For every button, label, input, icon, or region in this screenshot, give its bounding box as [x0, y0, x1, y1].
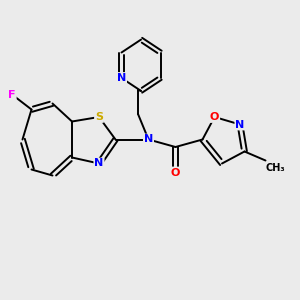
Text: O: O [171, 167, 180, 178]
Text: F: F [8, 89, 16, 100]
Text: S: S [95, 112, 103, 122]
Text: CH₃: CH₃ [266, 163, 285, 173]
Text: N: N [94, 158, 103, 169]
Text: N: N [236, 119, 244, 130]
Text: N: N [144, 134, 153, 145]
Text: N: N [117, 73, 126, 83]
Text: O: O [210, 112, 219, 122]
